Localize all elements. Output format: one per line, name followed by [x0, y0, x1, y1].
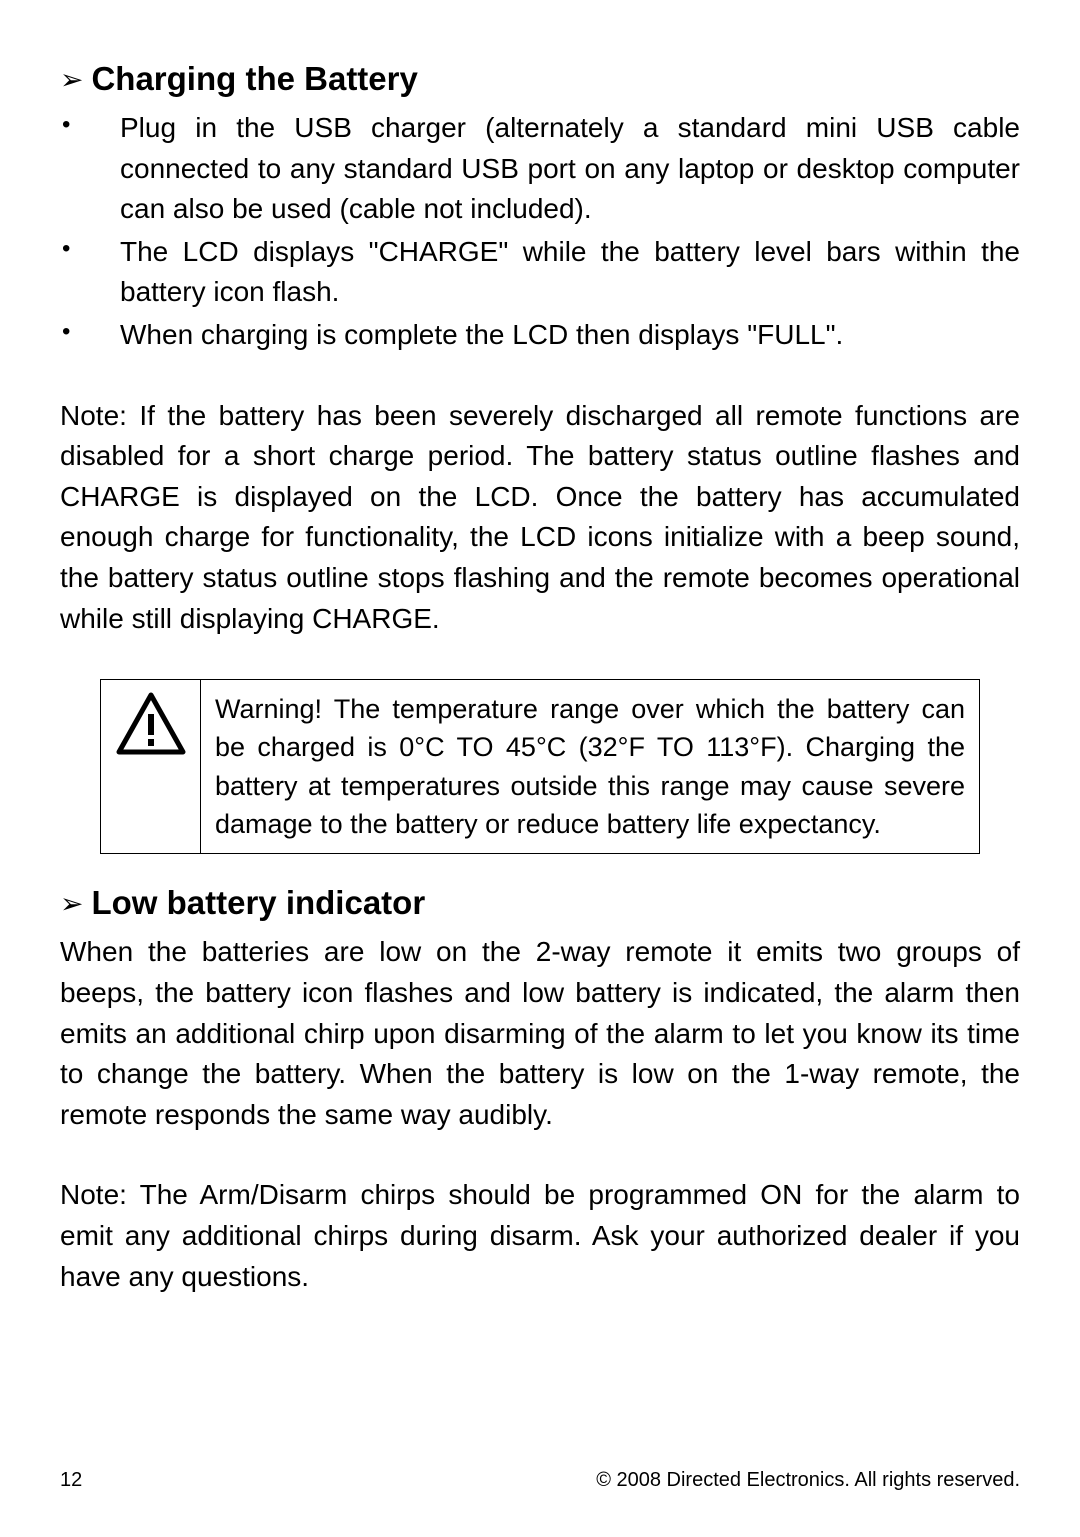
note-text: If the battery has been severely dischar… — [60, 400, 1020, 634]
section-heading-low-battery: ➢ Low battery indicator — [60, 884, 1020, 922]
warning-triangle-icon — [116, 692, 186, 756]
list-item: • Plug in the USB charger (alternately a… — [60, 108, 1020, 230]
warning-text: The temperature range over which the bat… — [215, 694, 965, 839]
warning-box: Warning! The temperature range over whic… — [100, 679, 980, 854]
copyright-text: © 2008 Directed Electronics. All rights … — [596, 1469, 1020, 1492]
bullet-text: Plug in the USB charger (alternately a s… — [120, 108, 1020, 230]
note-low-battery: Note: The Arm/Disarm chirps should be pr… — [60, 1175, 1020, 1297]
low-battery-body: When the batteries are low on the 2-way … — [60, 932, 1020, 1135]
warning-text-cell: Warning! The temperature range over whic… — [201, 680, 979, 853]
page-footer: 12 © 2008 Directed Electronics. All righ… — [60, 1469, 1020, 1492]
heading-text: Charging the Battery — [91, 60, 417, 98]
bullet-icon: • — [60, 232, 120, 313]
heading-text: Low battery indicator — [91, 884, 425, 922]
list-item: • The LCD displays "CHARGE" while the ba… — [60, 232, 1020, 313]
note-charging: Note: If the battery has been severely d… — [60, 396, 1020, 640]
list-item: • When charging is complete the LCD then… — [60, 315, 1020, 356]
note-label: Note: — [60, 1179, 127, 1210]
heading-arrow-icon: ➢ — [60, 887, 83, 920]
bullet-icon: • — [60, 108, 120, 230]
bullet-text: When charging is complete the LCD then d… — [120, 315, 1020, 356]
bullet-icon: • — [60, 315, 120, 356]
section-heading-charging: ➢ Charging the Battery — [60, 60, 1020, 98]
note-label: Note: — [60, 400, 127, 431]
page-number: 12 — [60, 1469, 82, 1492]
warning-icon-cell — [101, 680, 201, 853]
charging-bullet-list: • Plug in the USB charger (alternately a… — [60, 108, 1020, 356]
heading-arrow-icon: ➢ — [60, 63, 83, 96]
warning-label: Warning! — [215, 694, 322, 724]
bullet-text: The LCD displays "CHARGE" while the batt… — [120, 232, 1020, 313]
note-text: The Arm/Disarm chirps should be programm… — [60, 1179, 1020, 1291]
